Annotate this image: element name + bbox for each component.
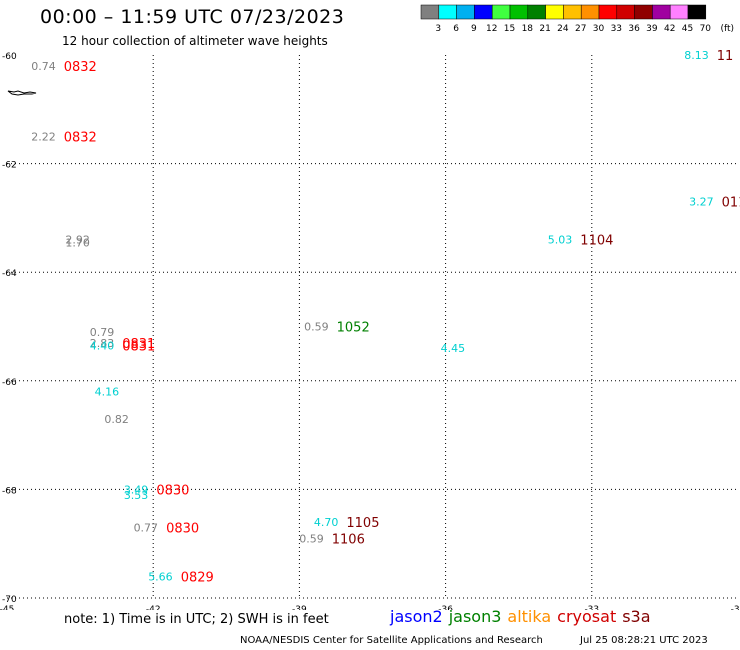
swh-value: 0.77 (134, 521, 159, 534)
swh-value: 3.53 (124, 489, 149, 502)
time-value: 0832 (64, 60, 97, 75)
time-value: 0831 (122, 340, 155, 355)
colorbar-tick-label: 18 (522, 24, 534, 34)
swh-value: 0.74 (31, 60, 56, 73)
observation-label: 4.45 (441, 342, 466, 355)
time-value: 1104 (580, 234, 613, 249)
observation-label: 0.82 (104, 413, 129, 426)
colorbar-tick-label: 12 (486, 24, 497, 34)
colorbar-tick-label: 39 (646, 24, 658, 34)
swh-value: 2.92 (65, 234, 90, 247)
swh-value: 5.03 (548, 234, 573, 247)
latitude-tick-label: -66 (2, 378, 17, 388)
swh-value: 3.27 (689, 196, 714, 209)
observation-label: 8.13 11 (684, 49, 733, 64)
legend-item-jason2: jason2 (390, 607, 443, 626)
colorbar-legend: 3 6 9 12 15 18 21 24 27 30 33 36 39 42 45 70 (ft) (420, 4, 734, 34)
colorbar-tick-label: 36 (628, 24, 640, 34)
time-value: 11 (717, 49, 734, 64)
legend-item-altika: altika (507, 607, 552, 626)
satellite-legend: jason2 jason3 altika cryosat s3a (390, 607, 657, 626)
observation-label: 0.79 (90, 326, 115, 339)
swh-value: 4.16 (95, 386, 120, 399)
colorbar-tick-label: 30 (593, 24, 605, 34)
observation-label: 2.22 0832 (31, 130, 97, 145)
longitude-tick-label: -33 (584, 605, 599, 610)
latitude-tick-label: -60 (2, 52, 17, 62)
colorbar-tick-label: 45 (682, 24, 693, 34)
colorbar-tick-label: 27 (575, 24, 586, 34)
time-value: 0831 (122, 337, 155, 352)
swh-value: 0.82 (104, 413, 129, 426)
observation-label: 1.70 (65, 236, 90, 249)
longitude-tick-label: -42 (146, 605, 161, 610)
map-subtitle: 12 hour collection of altimeter wave hei… (62, 34, 328, 48)
swh-value: 8.13 (684, 49, 709, 62)
observation-label: 4.16 (95, 386, 120, 399)
swh-value: 2.83 (90, 337, 115, 350)
observation-label: 3.53 (124, 489, 149, 502)
colorbar-tick-label: 24 (557, 24, 569, 34)
colorbar-unit: (ft) (720, 24, 734, 34)
time-value: 1106 (332, 532, 365, 547)
legend-item-jason3: jason3 (448, 607, 502, 626)
time-value: 1052 (337, 321, 370, 336)
swh-value: 4.70 (314, 516, 339, 529)
longitude-tick-label: -36 (438, 605, 453, 610)
longitude-tick-label: -39 (292, 605, 307, 610)
swh-value: 0.59 (299, 532, 324, 545)
observation-label: 0.77 0830 (134, 521, 200, 536)
legend-item-s3a: s3a (622, 607, 651, 626)
colorbar-tick-label: 21 (539, 24, 550, 34)
units-note: note: 1) Time is in UTC; 2) SWH is in fe… (64, 612, 329, 627)
colorbar-tick-label: 9 (471, 24, 477, 34)
observation-label: 0.74 0832 (31, 60, 97, 75)
credit-date: Jul 25 08:28:21 UTC 2023 (580, 635, 708, 646)
colorbar-swatch (687, 4, 707, 20)
observation-label: 3.27 011 (689, 196, 740, 211)
colorbar-tick-label: 70 (700, 24, 712, 34)
time-value: 0830 (156, 483, 189, 498)
time-value: 0832 (64, 130, 97, 145)
altimeter-map: -45 -42 -39 -36 -33 -30 -60 -62 -64 -66 -68 -70 0.74… (0, 49, 740, 610)
colorbar-tick-label: 42 (664, 24, 675, 34)
swh-value: 0.79 (90, 326, 115, 339)
time-value: 011 (722, 196, 740, 211)
swh-value: 4.40 (90, 340, 115, 353)
latitude-tick-label: -68 (2, 486, 17, 496)
colorbar-tick-label: 3 (435, 24, 441, 34)
colorbar-tick-label: 15 (504, 24, 515, 34)
colorbar-tick-label: 6 (453, 24, 459, 34)
longitude-tick-label: -30 (731, 605, 740, 610)
swh-value: 0.59 (304, 321, 329, 334)
swh-value: 2.22 (31, 130, 56, 143)
observation-label: 3.49 0830 (124, 483, 190, 498)
observation-label: 5.66 0829 (148, 570, 214, 585)
longitude-tick-label: -45 (0, 605, 14, 610)
swh-value: 5.66 (148, 570, 173, 583)
observation-label: 4.70 1105 (314, 516, 380, 531)
island-outline (7, 90, 37, 96)
latitude-tick-label: -70 (2, 595, 17, 605)
observation-label: 0.59 1052 (304, 321, 370, 336)
colorbar-tick-label: 33 (611, 24, 622, 34)
time-value: 1105 (346, 516, 379, 531)
swh-value: 1.70 (65, 236, 90, 249)
time-value: 0829 (181, 570, 214, 585)
observation-label: 5.03 1104 (548, 234, 614, 249)
swh-value: 4.45 (441, 342, 466, 355)
latitude-tick-label: -62 (2, 161, 17, 171)
map-title: 00:00 – 11:59 UTC 07/23/2023 (40, 6, 345, 28)
observation-label: 2.83 0831 (90, 337, 156, 352)
credit-line: NOAA/NESDIS Center for Satellite Applica… (240, 635, 543, 646)
latitude-tick-label: -64 (2, 269, 17, 279)
observation-label: 2.92 (65, 234, 90, 247)
time-value: 0830 (166, 521, 199, 536)
legend-item-cryosat: cryosat (557, 607, 617, 626)
swh-value: 3.49 (124, 483, 149, 496)
observation-label: 0.59 1106 (299, 532, 365, 547)
observation-label: 4.40 0831 (90, 340, 156, 355)
